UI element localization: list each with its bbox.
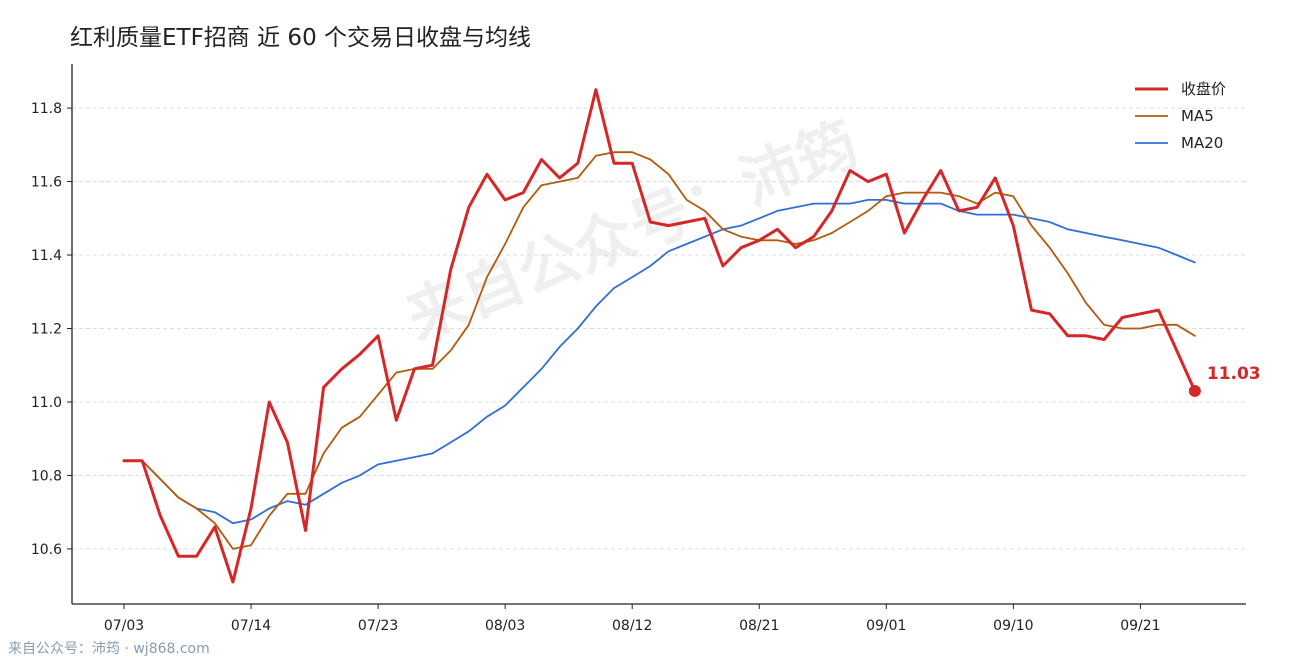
- watermark-text: 来自公众号：沛筠: [397, 109, 868, 354]
- series-line-ma20: [123, 198, 1196, 525]
- watermark: 来自公众号：沛筠: [397, 109, 868, 354]
- legend-label-ma20: MA20: [1181, 134, 1223, 152]
- last-point-marker: [1188, 384, 1201, 397]
- x-tick-label: 08/21: [739, 618, 779, 634]
- last-point-label: 11.03: [1207, 364, 1261, 384]
- x-tick-label: 07/03: [104, 618, 144, 634]
- legend: 收盘价 MA5 MA20: [1135, 80, 1226, 152]
- x-tick-label: 09/10: [993, 618, 1033, 634]
- y-tick-label: 11.0: [31, 395, 62, 411]
- x-tick-label: 09/21: [1120, 618, 1160, 634]
- x-tick-label: 08/03: [485, 618, 525, 634]
- x-tick-label: 08/12: [612, 618, 652, 634]
- y-tick-label: 11.6: [31, 175, 62, 191]
- series-lines: 11.03: [122, 88, 1261, 584]
- y-tick-label: 10.8: [31, 468, 62, 484]
- chart-title: 红利质量ETF招商 近 60 个交易日收盘与均线: [70, 25, 532, 51]
- y-tick-label: 11.2: [31, 321, 62, 337]
- axes: 10.6 10.8 11.0 11.2 11.4 11.6 11.8 07/03 07/14 07…: [31, 64, 1246, 634]
- grid-lines: [72, 107, 1246, 550]
- y-tick-label: 11.8: [31, 101, 62, 117]
- x-tick-label: 07/23: [358, 618, 398, 634]
- y-tick-label: 11.4: [31, 248, 62, 264]
- series-line-ma5: [123, 151, 1196, 550]
- legend-label-ma5: MA5: [1181, 107, 1214, 125]
- x-tick-label: 09/01: [866, 618, 906, 634]
- x-tick-label: 07/14: [231, 618, 271, 634]
- legend-label-close: 收盘价: [1181, 80, 1226, 98]
- series-line-close: [122, 88, 1197, 584]
- y-tick-label: 10.6: [31, 542, 62, 558]
- footer-source: 来自公众号：沛筠 · wj868.com: [8, 641, 210, 657]
